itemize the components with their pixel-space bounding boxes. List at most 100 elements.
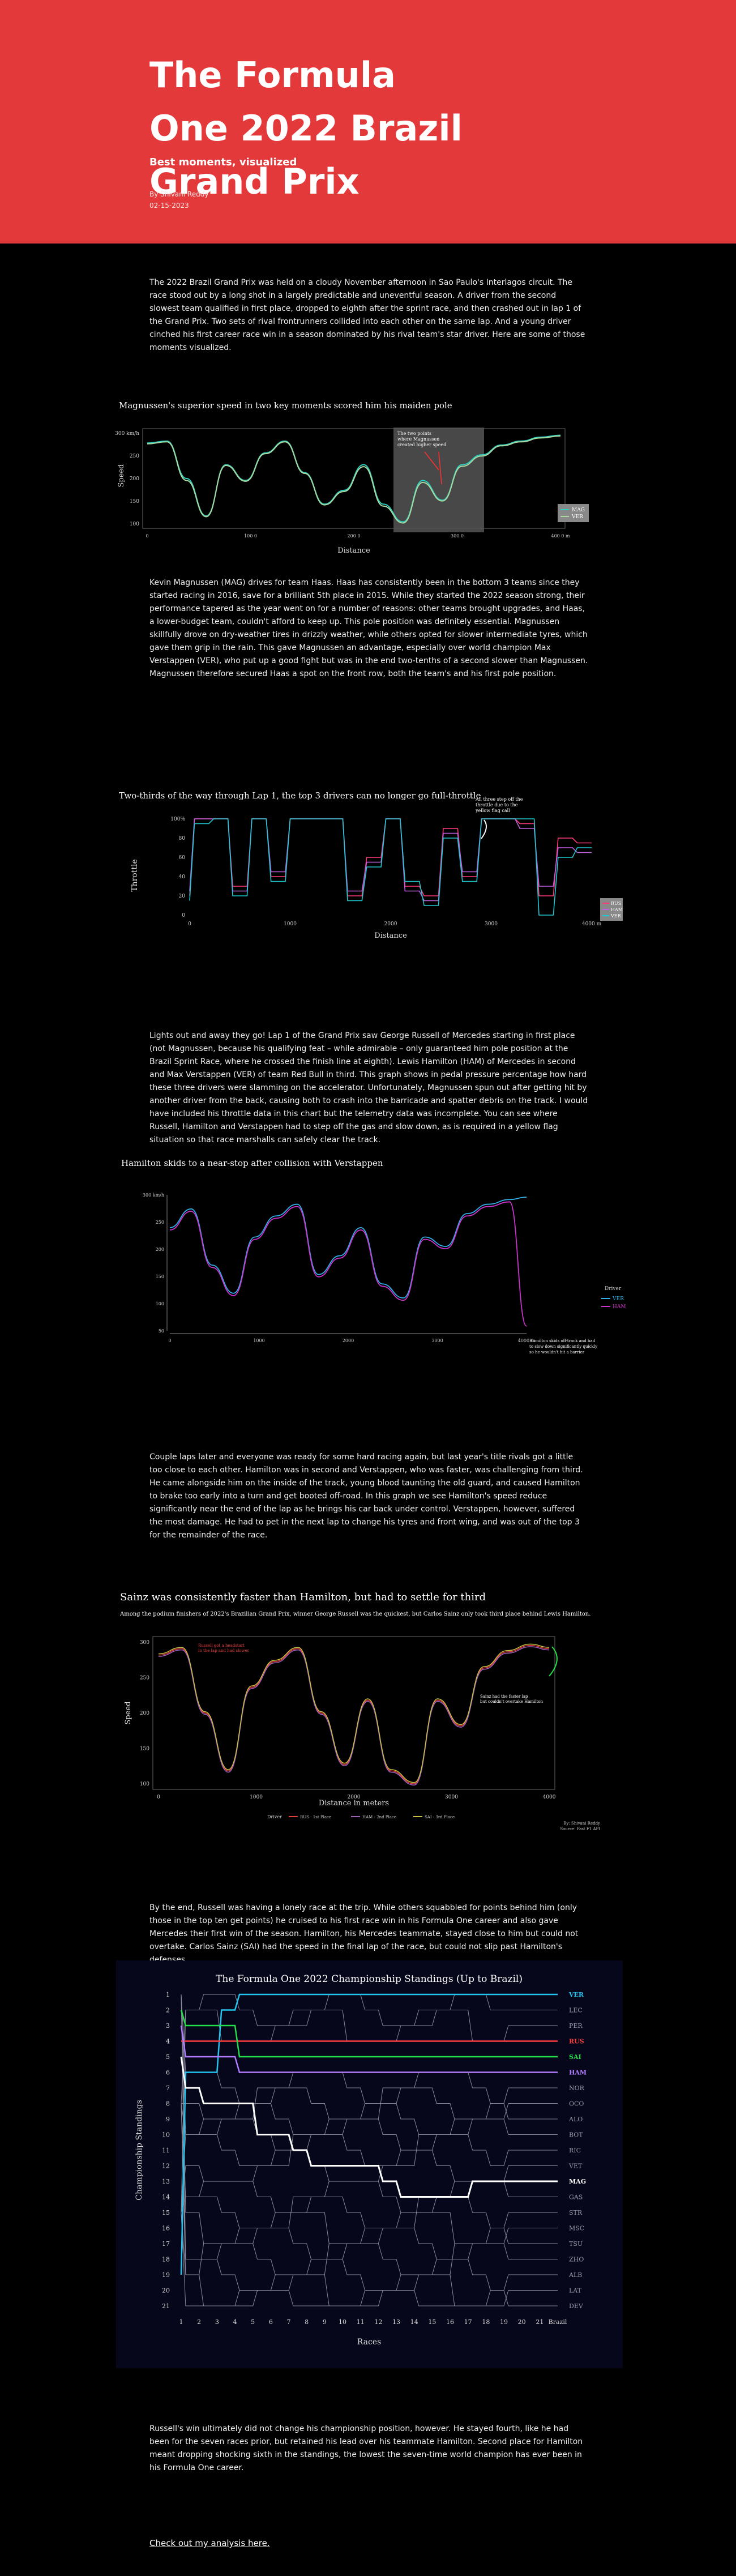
chart1-xtick: 100 0: [244, 533, 257, 539]
chart2-xtick: 1000: [284, 921, 297, 927]
chart1-xtick: 200 0: [348, 533, 361, 539]
chart1-annotation-arrows: [424, 451, 442, 485]
page-title: The Formula One 2022 Brazil Grand Prix: [149, 54, 463, 202]
chart4-xtick: 2000: [348, 1795, 361, 1800]
chart3-xtick: 1000: [253, 1338, 264, 1343]
chart3-annotation: so he wouldn't hit a barrier: [529, 1350, 585, 1355]
chart5-ytick: 4: [166, 2038, 170, 2045]
chart5-ytick: 3: [166, 2022, 170, 2030]
chart5-driver-label: MAG: [569, 2178, 586, 2185]
chart5-xlabel: Races: [357, 2338, 382, 2347]
chart3-line-ham: [169, 1201, 527, 1327]
chart2-xtick: 3000: [485, 921, 498, 927]
chart4-ytick: 300: [140, 1640, 149, 1646]
chart5-driver-label: TSU: [569, 2240, 583, 2248]
chart4-xlabel: Distance in meters: [319, 1799, 389, 1808]
chart5-driver-label: LAT: [569, 2287, 582, 2295]
russell-paragraph: By the end, Russell was having a lonely …: [149, 1903, 579, 1964]
chart4-frame: [152, 1636, 555, 1790]
chart3-xtick: 0: [168, 1338, 171, 1343]
chart5-driver-label: OCO: [569, 2100, 584, 2108]
chart4-title: Sainz was consistently faster than Hamil…: [120, 1591, 486, 1603]
chart5-xtick: 7: [287, 2318, 291, 2326]
chart5-ytick: 18: [162, 2256, 170, 2263]
chart3-ytick: 100: [156, 1301, 164, 1306]
chart1-ytick: 150: [130, 499, 139, 505]
chart2-title: Two-thirds of the way through Lap 1, the…: [119, 791, 481, 801]
chart2-ytick: 100%: [170, 817, 185, 822]
chart1-annotation: created higher speed: [397, 442, 446, 447]
chart5-driver-label: PER: [569, 2022, 583, 2030]
chart4-ytick: 200: [140, 1711, 149, 1716]
chart4-subtitle: Among the podium finishers of 2022's Bra…: [120, 1611, 591, 1617]
hero-banner: The Formula One 2022 Brazil Grand Prix B…: [0, 0, 736, 243]
chart4-ytick: 100: [140, 1782, 149, 1787]
chart5-xtick-last: Brazil: [549, 2318, 567, 2326]
chart5-xtick: 5: [251, 2318, 255, 2326]
chart5-ytick: 12: [162, 2163, 170, 2170]
chart5-ytick: 16: [162, 2225, 170, 2232]
chart5-ytick: 13: [162, 2178, 170, 2185]
chart1-xtick: 400 0 m: [551, 533, 570, 539]
chart4-legend-label: RUS - 1st Place: [300, 1815, 331, 1819]
chart5-xtick: 16: [446, 2318, 454, 2326]
chart2-line-ver: [189, 818, 592, 916]
chart5-xtick: 21: [536, 2318, 544, 2326]
chart4-line-3: [158, 1643, 550, 1783]
page-subtitle: Best moments, visualized: [149, 156, 297, 168]
chart5-xtick: 2: [197, 2318, 201, 2326]
chart4-xtick: 3000: [445, 1795, 458, 1800]
chart4-credit: By: Shivani Reddy: [563, 1821, 600, 1826]
analysis-link[interactable]: Check out my analysis here.: [149, 2538, 270, 2548]
chart2-xlabel: Distance: [374, 932, 407, 940]
chart3-ytick: 250: [156, 1220, 164, 1225]
chart3-ytick: 200: [156, 1247, 164, 1252]
chart5-ytick: 5: [166, 2053, 170, 2061]
chart5-driver-label: RIC: [569, 2147, 581, 2154]
chart5-xtick: 17: [464, 2318, 472, 2326]
chart1-ytick: 100: [130, 522, 139, 527]
chart5-line-dev: [181, 2212, 558, 2306]
chart1-ylabel: Speed: [117, 464, 126, 488]
chart5-ylabel: Championship Standings: [135, 2100, 144, 2201]
chart5-xtick: 1: [179, 2318, 183, 2326]
chart1-title: Magnussen's superior speed in two key mo…: [119, 400, 452, 411]
chart4-line-1: [158, 1644, 550, 1784]
chart3-xtick: 4000 m: [518, 1338, 536, 1343]
chart5-driver-label: DEV: [569, 2302, 584, 2310]
chart2-annotation: throttle due to the: [476, 802, 518, 808]
chart5-line-bot: [181, 1994, 558, 2151]
intro-paragraph: The 2022 Brazil Grand Prix was held on a…: [149, 278, 585, 352]
chart5-driver-label: MSC: [569, 2225, 584, 2232]
chart4-annotation-arrow: [549, 1646, 558, 1677]
chart1-annotation: The two points: [397, 431, 431, 436]
chart5-line-ver: [180, 1993, 558, 2275]
chart1-annotation: where Magnussen: [397, 437, 439, 442]
chart4-ylabel: Speed: [124, 1702, 132, 1725]
chart2-xtick: 0: [188, 921, 191, 927]
publish-date: 02-15-2023: [149, 202, 189, 210]
chart5-line-lat: [181, 2103, 558, 2306]
chart3-speed-plot: 300 km/h 250 200 150 100 50 0 1000 2000 3000 4000 …: [143, 1193, 626, 1355]
chart5-ytick: 9: [166, 2116, 170, 2123]
chart1-xtick: 0: [146, 533, 148, 539]
chart1-ytick: 250: [130, 454, 139, 459]
chart1-legend-label: VER: [571, 514, 583, 520]
chart2-annotation: All three step off the: [475, 797, 523, 802]
chart3-legend-label: VER: [612, 1296, 624, 1302]
chart3-annotation: Hamilton skids off-track and had: [529, 1339, 596, 1343]
chart5-xtick: 12: [374, 2318, 382, 2326]
chart3-title: Hamilton skids to a near-stop after coll…: [121, 1158, 383, 1168]
chart4-legend-label: SAI - 3rd Place: [425, 1815, 455, 1819]
chart5-line-sai: [180, 2010, 558, 2058]
chart3-ytick: 150: [156, 1274, 164, 1279]
chart5-ytick: 2: [166, 2007, 170, 2014]
chart5-driver-label: VET: [568, 2163, 583, 2170]
chart5-title: The Formula One 2022 Championship Standi…: [216, 1973, 523, 1985]
chart5-ytick: 14: [162, 2194, 170, 2201]
chart4-ytick: 150: [140, 1746, 149, 1752]
chart3-legend-label: HAM: [613, 1304, 626, 1310]
chart5-driver-label: SAI: [569, 2053, 581, 2061]
chart5-xtick: 14: [410, 2318, 418, 2326]
chart4-ytick: 250: [140, 1676, 149, 1681]
